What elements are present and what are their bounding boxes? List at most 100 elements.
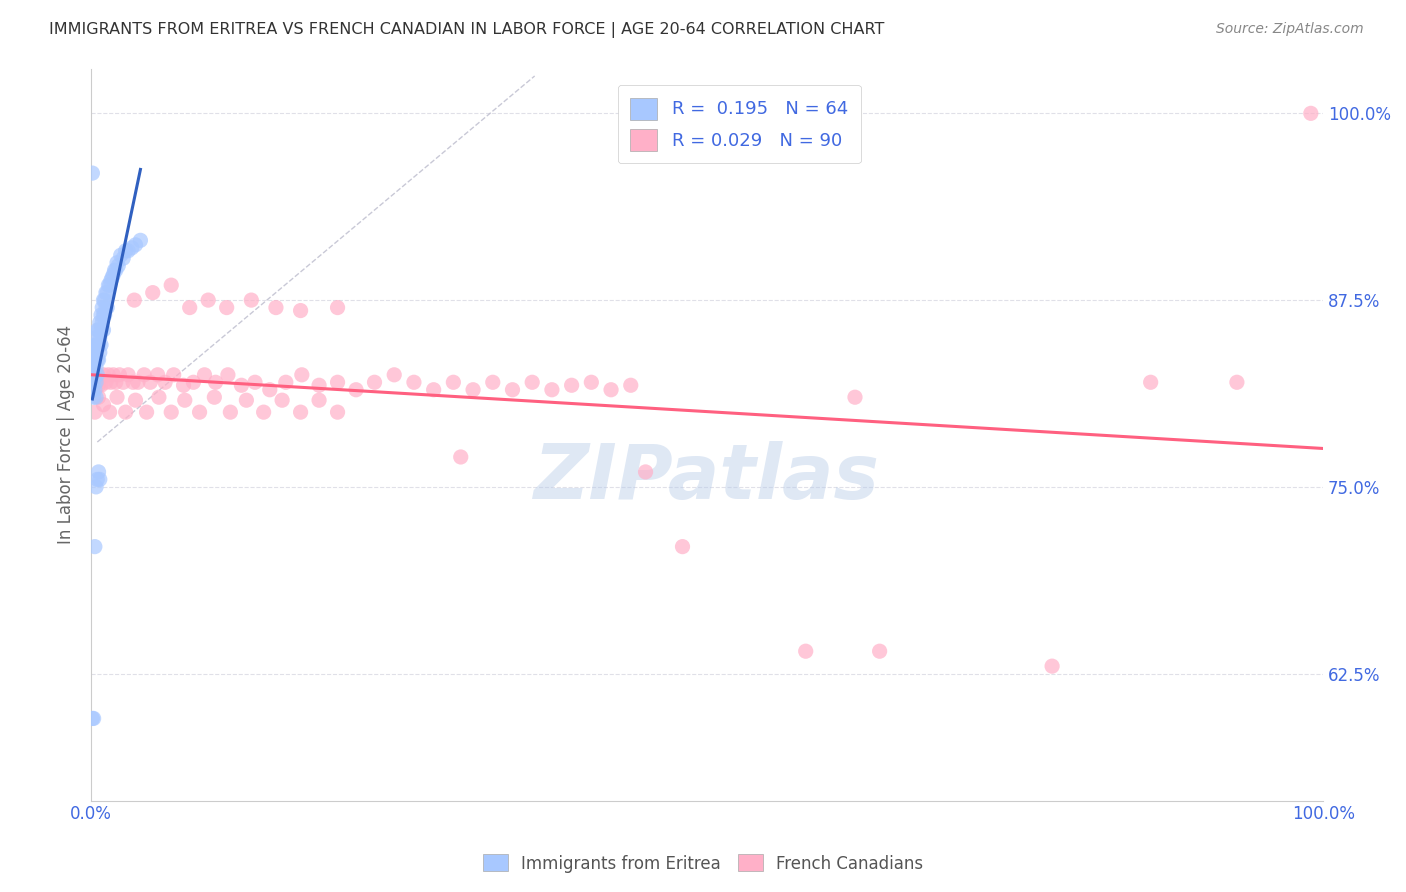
Point (84, 330, 107, 344)
Point (522, 376, 544, 390)
Point (193, 368, 215, 382)
Point (634, 465, 657, 479)
Point (93, 368, 115, 382)
Point (84, 360, 107, 375)
Point (112, 252, 135, 266)
Point (105, 390, 128, 404)
Point (87, 323, 110, 337)
Point (114, 244, 136, 258)
Point (541, 383, 564, 397)
Point (83, 368, 105, 382)
Point (402, 376, 425, 390)
Point (240, 293, 263, 307)
Point (127, 376, 149, 390)
Point (308, 378, 330, 392)
Point (117, 244, 139, 258)
Point (422, 383, 444, 397)
Point (163, 368, 186, 382)
Point (96, 301, 118, 315)
Point (112, 376, 135, 390)
Point (83, 376, 105, 390)
Point (86, 368, 108, 382)
Point (108, 368, 131, 382)
Point (86, 472, 108, 486)
Point (1139, 376, 1161, 390)
Point (91, 301, 114, 315)
Point (100, 274, 122, 288)
Point (84, 376, 107, 390)
Point (271, 393, 294, 408)
Point (308, 393, 330, 408)
Point (290, 303, 312, 318)
Point (104, 263, 127, 277)
Point (94, 376, 117, 390)
Point (83, 345, 105, 359)
Point (89, 345, 111, 359)
Point (561, 378, 583, 392)
Point (173, 393, 195, 408)
Point (202, 390, 225, 404)
Point (148, 390, 170, 404)
Point (231, 378, 253, 392)
Point (83, 338, 105, 352)
Point (87, 465, 110, 479)
Point (100, 376, 122, 390)
Point (122, 376, 145, 390)
Point (84, 480, 107, 494)
Point (83, 352, 105, 367)
Point (794, 644, 817, 658)
Point (121, 241, 143, 255)
Point (1299, 106, 1322, 120)
Point (83, 360, 105, 375)
Point (160, 405, 183, 419)
Point (197, 293, 219, 307)
Point (101, 270, 124, 285)
Point (97, 278, 120, 293)
Point (83, 711, 105, 725)
Point (160, 278, 183, 293)
Point (104, 376, 127, 390)
Point (135, 405, 157, 419)
Point (146, 368, 169, 382)
Point (94, 301, 117, 315)
Point (581, 376, 603, 390)
Point (363, 376, 385, 390)
Point (89, 472, 111, 486)
Point (441, 376, 464, 390)
Point (502, 383, 524, 397)
Point (87, 378, 110, 392)
Point (326, 405, 349, 419)
Point (98, 405, 121, 419)
Text: IMMIGRANTS FROM ERITREA VS FRENCH CANADIAN IN LABOR FORCE | AGE 20-64 CORRELATIO: IMMIGRANTS FROM ERITREA VS FRENCH CANADI… (49, 22, 884, 38)
Point (114, 405, 136, 419)
Point (97, 368, 120, 382)
Point (129, 233, 152, 247)
Legend: Immigrants from Eritrea, French Canadians: Immigrants from Eritrea, French Canadian… (477, 847, 929, 880)
Point (82, 383, 104, 397)
Point (84, 390, 107, 404)
Point (103, 263, 125, 277)
Point (107, 259, 129, 273)
Point (90, 323, 112, 337)
Point (326, 301, 349, 315)
Point (344, 383, 367, 397)
Point (264, 301, 287, 315)
Point (96, 285, 118, 300)
Point (219, 405, 242, 419)
Point (82, 711, 104, 725)
Point (86, 338, 108, 352)
Text: Source: ZipAtlas.com: Source: ZipAtlas.com (1216, 22, 1364, 37)
Point (83, 390, 105, 404)
Point (86, 352, 108, 367)
Point (179, 301, 201, 315)
Point (124, 393, 146, 408)
Point (188, 405, 211, 419)
Point (105, 256, 128, 270)
Point (93, 308, 115, 322)
Point (142, 285, 165, 300)
Point (124, 237, 146, 252)
Point (600, 383, 623, 397)
Point (93, 293, 115, 307)
Point (93, 398, 115, 412)
Point (86, 323, 108, 337)
